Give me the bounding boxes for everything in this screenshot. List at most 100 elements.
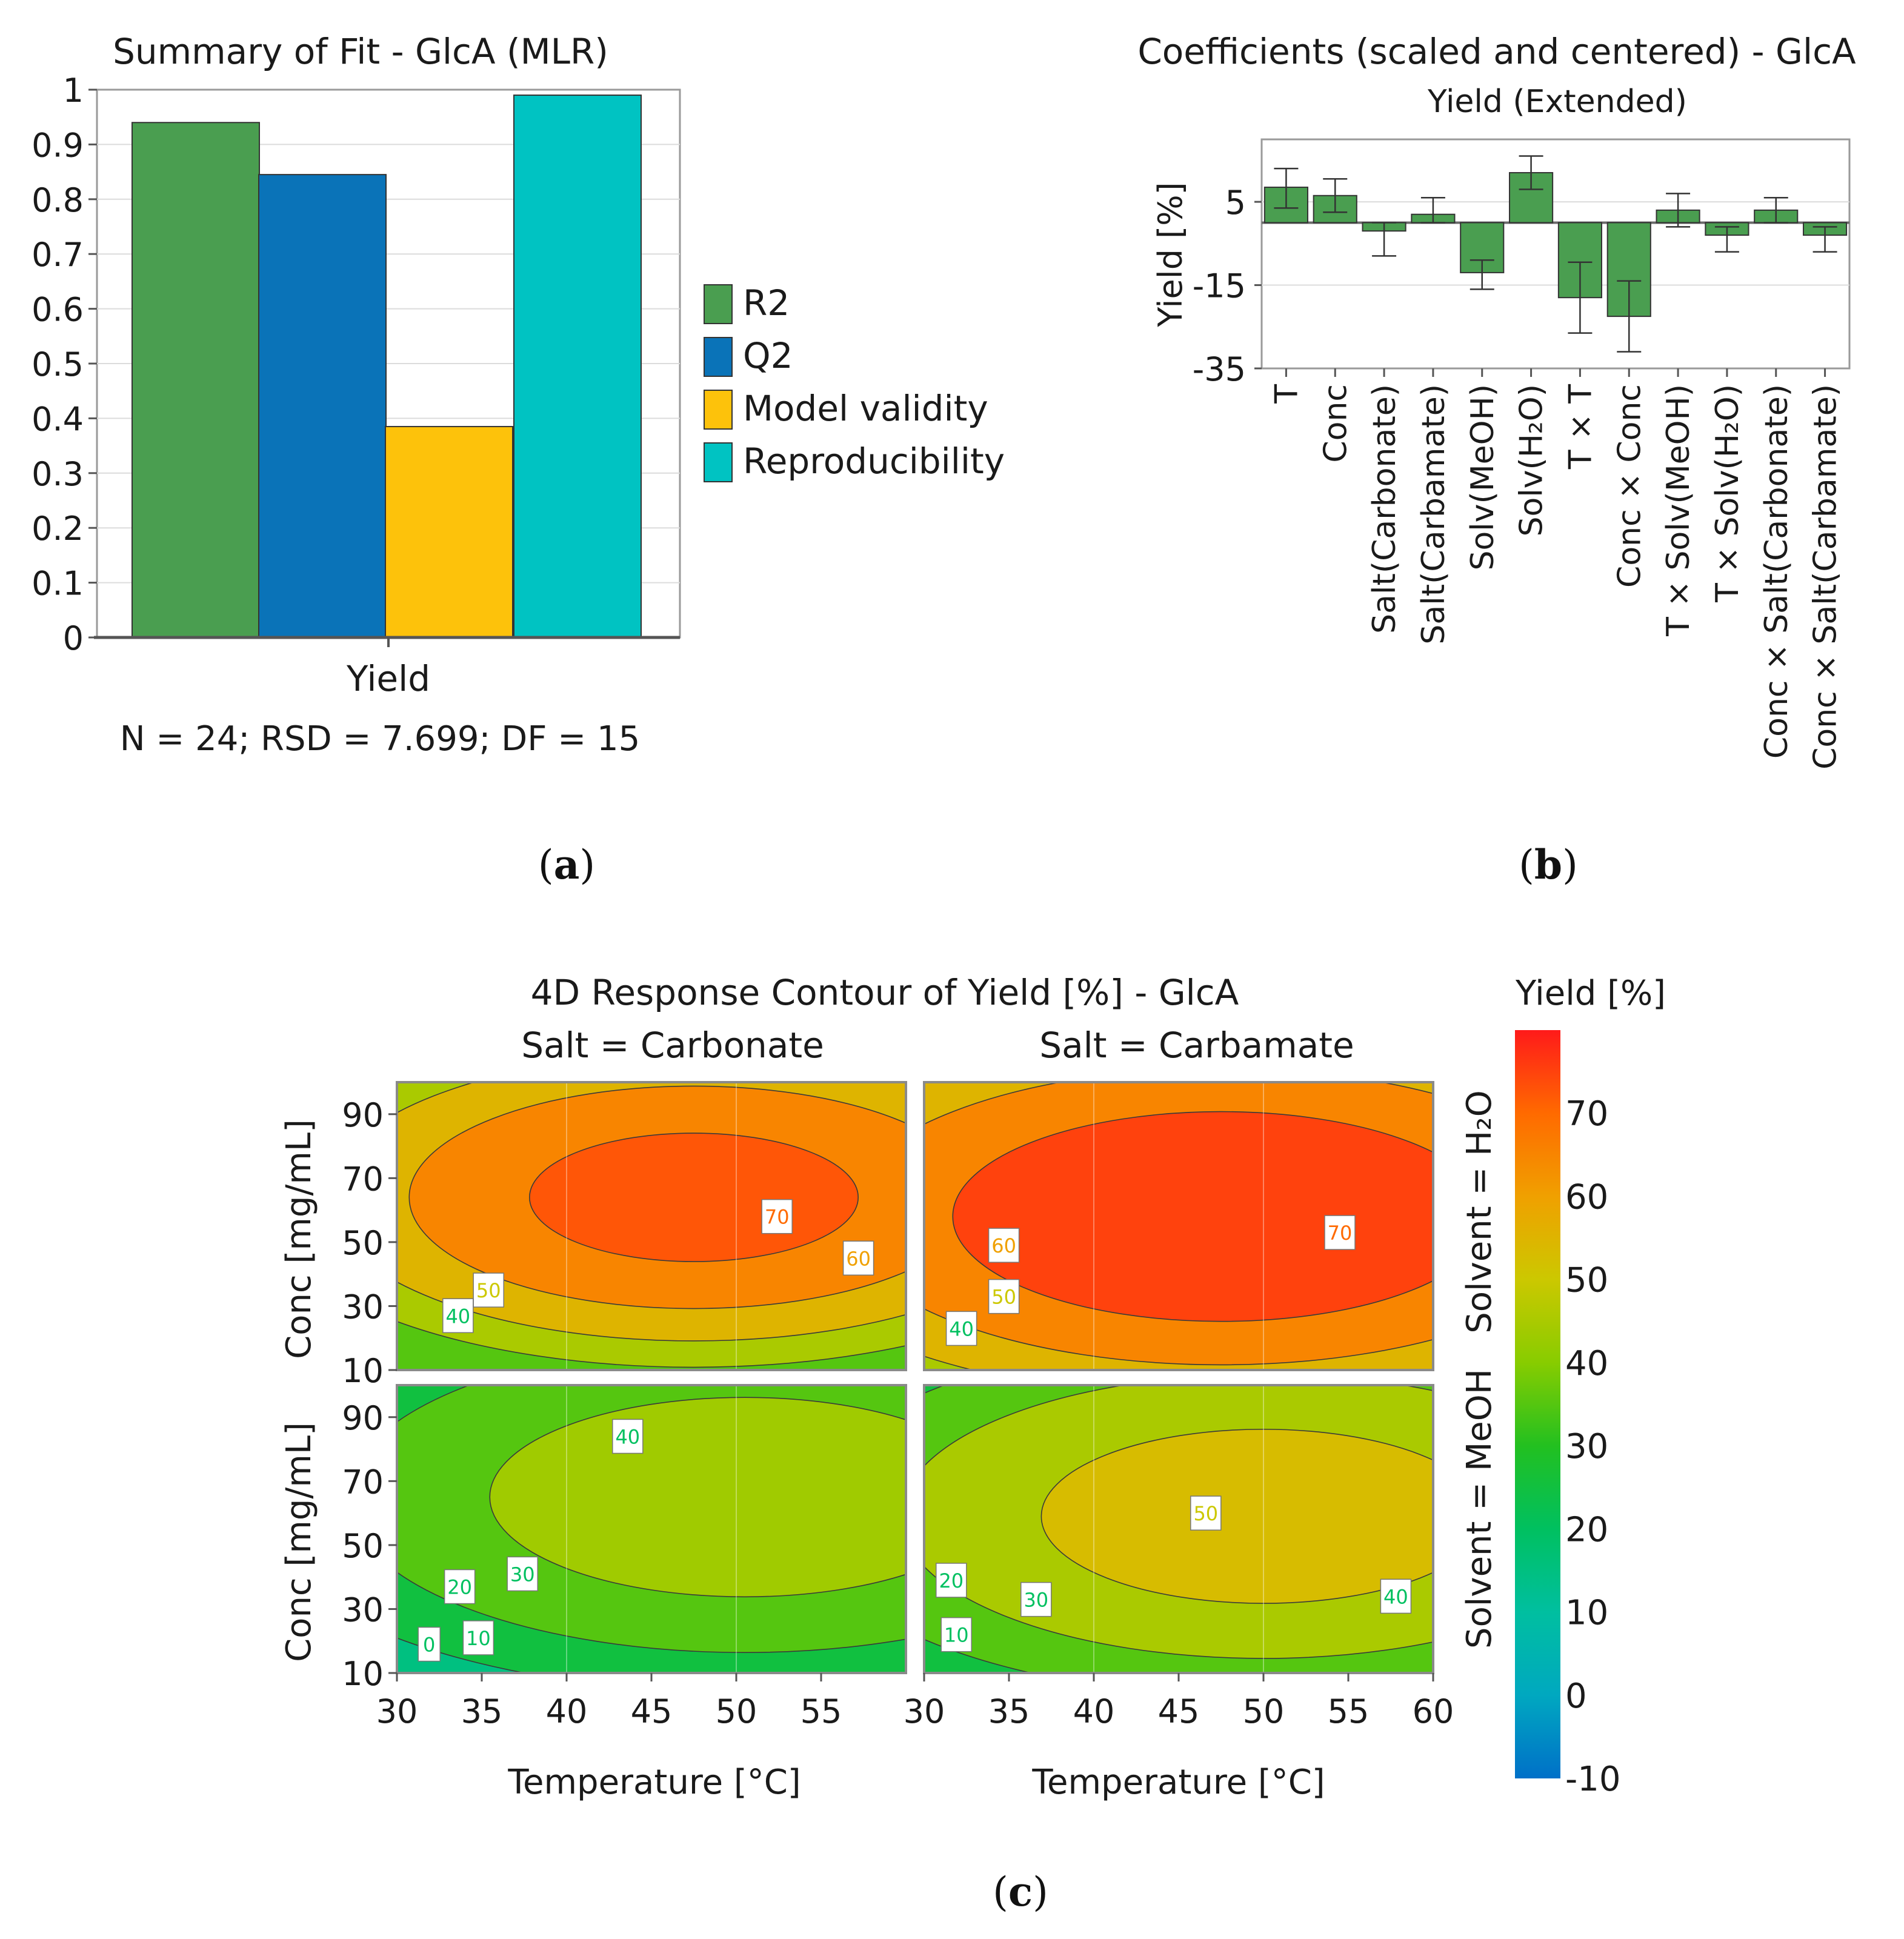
y-tick-label: 0.7 [32,236,84,274]
contour-band-70 [952,1111,1433,1322]
x-tick-label: T × Solv(MeOH) [1660,384,1697,637]
contour-label: 20 [939,1569,964,1592]
colorbar-tick-label: 70 [1565,1094,1608,1134]
x-tick-label: Salt(Carbonate) [1366,384,1403,634]
contour-panel-carbonate-h2o: 70 60 50 40 [396,1081,907,1371]
colorbar-tick-label: 50 [1565,1261,1608,1300]
contour-label: 40 [1383,1585,1408,1608]
panel-label-a: (a) [538,841,595,888]
contour-panel-carbonate-meoh: 40 30 20 10 0 [396,1384,907,1674]
summary-of-fit-chart: Summary of Fit - GlcA (MLR) 0 0.1 0.2 0.3 0.… [32,31,1005,888]
y-tick-label: 90 [342,1096,384,1134]
contour-label: 20 [447,1576,472,1599]
chart-b-x-labels: T Conc Salt(Carbonate) Salt(Carbamate) Solv(… [1268,368,1844,770]
contour-label: 50 [1193,1502,1218,1525]
y-tick-label: 0.1 [32,565,84,603]
panel-frame [923,1081,1434,1371]
y-tick-label: 0.5 [32,345,84,384]
contour-label-box [936,1563,967,1598]
chart-a-x-label: Yield [346,658,430,699]
y-tick-label: 5 [1225,184,1246,222]
x-tick-label: T × T [1562,384,1599,470]
contour-label: 60 [846,1247,871,1270]
chart-a-y-ticks: 0 0.1 0.2 0.3 0.4 0.5 0.6 0.7 0.8 0.9 1 [32,72,97,657]
chart-a-title: Summary of Fit - GlcA (MLR) [113,31,608,72]
contour-label-box [418,1626,441,1662]
contour-panel-carbamate-h2o: 70 60 50 40 [923,1081,1434,1371]
y-tick-label: 10 [342,1352,384,1390]
contour-band-70 [529,1132,859,1262]
response-contour-chart: 4D Response Contour of Yield [%] - GlcA … [279,972,1666,1915]
chart-a-legend: R2 Q2 Model validity Reproducibility [704,282,1005,482]
colorbar-tick-label: 0 [1565,1677,1587,1716]
contour-fill [397,1082,906,1370]
y-tick-label: 0.9 [32,126,84,164]
legend-swatch-r2 [704,284,733,324]
y-tick-label: 50 [342,1527,384,1565]
x-tick-label: T × Solv(H₂O) [1709,384,1746,603]
contour-label-box [945,1311,977,1346]
contour-panel-carbamate-meoh: 50 40 30 20 10 [923,1384,1434,1674]
colorbar-tick-label: 20 [1565,1510,1608,1549]
y-tick-label: 0.3 [32,455,84,493]
panel-label-b-letter: b [1534,841,1562,888]
y-tick-label: 0.4 [32,400,84,438]
column-label-carbonate: Salt = Carbonate [521,1025,824,1066]
contour-label-box [940,1617,972,1652]
colorbar-tick-label: 30 [1565,1427,1608,1466]
chart-b-title: Coefficients (scaled and centered) - Glc… [1137,31,1856,72]
y-tick-label: 1 [63,72,84,110]
panel-label-c: (c) [993,1868,1048,1915]
y-tick-label: 0 [63,619,84,657]
x-tick-label: 45 [1158,1692,1200,1731]
contour-label-box [988,1228,1020,1263]
chart-b-y-label: Yield [%] [1151,182,1190,327]
contour-label-box [473,1272,504,1308]
y-tick-label: 90 [342,1399,384,1437]
x-tick-label: 50 [1243,1692,1285,1731]
contour-band-50 [1040,1428,1433,1604]
contour-label-box [507,1556,538,1592]
contour-band-40 [489,1397,906,1598]
legend-label: Model validity [743,388,988,429]
contour-label-box [612,1418,644,1454]
contour-label: 40 [615,1425,640,1448]
contour-label: 40 [445,1305,470,1328]
y-tick-label: -35 [1193,350,1246,388]
x-tick-label: 30 [904,1692,945,1731]
x-tick-label: Salt(Carbamate) [1416,384,1452,645]
contour-label-box [761,1199,793,1234]
chart-c-title: 4D Response Contour of Yield [%] - GlcA [531,972,1239,1013]
legend-swatch-reproducibility [704,442,733,482]
chart-c-x-label-left: Temperature [°C] [507,1763,801,1802]
contour-label-box [444,1569,476,1605]
chart-b-y-ticks: 5 -15 -35 [1193,184,1262,388]
coefficients-chart: Coefficients (scaled and centered) - Glc… [1137,31,1856,888]
x-tick-label: 55 [1328,1692,1370,1731]
legend-swatch-model-validity [704,390,733,430]
column-label-carbamate: Salt = Carbamate [1039,1025,1354,1066]
x-tick-label: Solv(H₂O) [1514,384,1550,537]
chart-c-y-label-top: Conc [mg/mL] [279,1119,319,1359]
chart-b-gridlines [1262,201,1849,286]
legend-swatch-q2 [704,337,733,377]
chart-c-y-ticks: 10 30 50 70 90 10 30 50 70 90 [342,1096,397,1693]
panel-label-a-letter: a [554,841,580,888]
chart-b-bars [1263,155,1848,353]
contour-label: 10 [466,1627,491,1650]
contour-label: 10 [944,1624,969,1647]
contour-label: 30 [510,1563,535,1586]
y-tick-label: 70 [342,1463,384,1501]
bar-q2 [258,174,387,638]
colorbar-ticks: -10 0 10 20 30 40 50 60 70 [1565,1094,1620,1799]
colorbar-tick-label: -10 [1565,1760,1620,1799]
legend-label: Reproducibility [743,441,1005,482]
contour-label: 70 [765,1206,790,1229]
contour-label-box [842,1240,874,1276]
contour-label-box [1324,1215,1356,1250]
y-tick-label: 50 [342,1224,384,1262]
colorbar-tick-label: 10 [1565,1594,1608,1633]
contour-label: 40 [949,1317,974,1340]
contour-label: 70 [1328,1222,1353,1245]
row-label-h2o: Solvent = H₂O [1460,1090,1499,1334]
